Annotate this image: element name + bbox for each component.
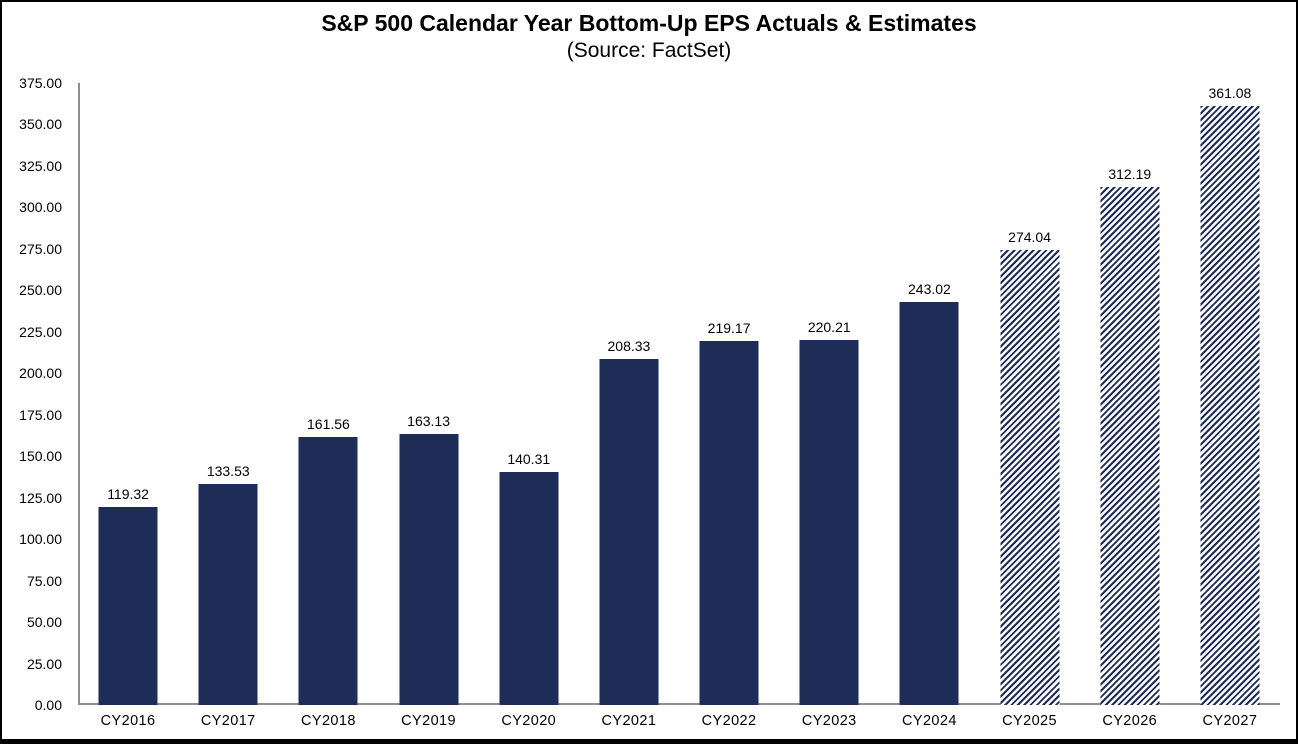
bar-value-label: 119.32 — [107, 486, 149, 503]
actual-bar-CY2021 — [599, 359, 659, 705]
actual-bar-CY2022 — [699, 341, 759, 705]
x-axis-label: CY2017 — [200, 713, 256, 729]
chart-title: S&P 500 Calendar Year Bottom-Up EPS Actu… — [321, 10, 977, 36]
x-axis-label: CY2022 — [701, 713, 757, 729]
y-tick-label: 100.00 — [19, 531, 62, 548]
x-axis-label: CY2026 — [1102, 713, 1158, 729]
y-tick-label: 125.00 — [19, 489, 62, 506]
category-cell-CY2021: 208.33 CY2021 — [579, 83, 679, 729]
estimate-bar-CY2026 — [1100, 187, 1160, 705]
x-axis-label: CY2025 — [1002, 713, 1057, 729]
category-cell-CY2023: 220.21 CY2023 — [779, 83, 879, 729]
bar-value-label: 133.53 — [206, 462, 250, 479]
axis-lines — [78, 83, 1280, 705]
x-axis-label: CY2018 — [301, 713, 356, 729]
bar-value-label: 312.19 — [1108, 166, 1152, 183]
x-axis-label: CY2024 — [902, 713, 957, 729]
actual-bar-CY2019 — [399, 434, 459, 705]
y-tick-label: 250.00 — [19, 282, 62, 299]
actual-bar-CY2016 — [98, 507, 158, 705]
actual-bar-CY2023 — [799, 339, 859, 705]
actual-bar-CY2018 — [298, 437, 358, 705]
bar-value-label: 274.04 — [1008, 229, 1051, 246]
y-tick-label: 375.00 — [19, 75, 62, 91]
category-cell-CY2020: 140.31 CY2020 — [479, 83, 579, 729]
y-tick-label: 75.00 — [26, 572, 62, 589]
bar-value-label: 208.33 — [607, 338, 651, 355]
plot-area: 119.32 CY2016 133.53 CY2017 161.56 CY2018 163.… — [78, 83, 1280, 729]
y-tick-label: 150.00 — [19, 448, 62, 465]
y-tick-label: 300.00 — [19, 199, 62, 216]
estimate-bar-CY2027 — [1200, 106, 1260, 705]
x-axis-label: CY2023 — [801, 713, 857, 729]
category-cell-CY2018: 161.56 CY2018 — [278, 83, 378, 729]
category-cell-CY2016: 119.32 CY2016 — [78, 83, 178, 729]
bar-value-label: 220.21 — [807, 318, 851, 335]
bar-value-label: 161.56 — [306, 416, 350, 433]
x-axis-label: CY2021 — [601, 713, 657, 729]
y-tick-label: 0.00 — [34, 697, 62, 713]
y-tick-label: 175.00 — [19, 406, 62, 423]
category-cell-CY2024: 243.02 CY2024 — [879, 83, 979, 729]
y-tick-label: 25.00 — [26, 655, 62, 672]
x-axis-label: CY2019 — [401, 713, 456, 729]
y-tick-label: 50.00 — [26, 614, 62, 631]
y-tick-label: 200.00 — [19, 365, 62, 382]
category-cell-CY2019: 163.13 CY2019 — [379, 83, 479, 729]
y-tick-label: 350.00 — [19, 116, 62, 133]
estimate-bar-CY2025 — [1000, 250, 1060, 705]
bar-value-label: 140.31 — [507, 451, 551, 468]
x-axis-label: CY2020 — [501, 713, 557, 729]
actual-bar-CY2020 — [499, 472, 559, 705]
bar-value-label: 361.08 — [1208, 85, 1252, 102]
category-cell-CY2025: 274.04 CY2025 — [980, 83, 1080, 729]
category-cell-CY2027: 361.08 CY2027 — [1180, 83, 1280, 729]
actual-bar-CY2024 — [899, 301, 959, 705]
chart-subtitle: (Source: FactSet) — [566, 39, 732, 62]
category-cell-CY2026: 312.19 CY2026 — [1080, 83, 1180, 729]
x-axis-label: CY2027 — [1202, 713, 1258, 729]
y-tick-label: 325.00 — [19, 157, 62, 174]
bar-value-label: 163.13 — [407, 413, 450, 430]
y-tick-label: 275.00 — [19, 240, 62, 257]
bar-value-label: 243.02 — [907, 280, 951, 297]
y-tick-label: 225.00 — [19, 323, 62, 340]
bar-value-label: 219.17 — [707, 320, 751, 337]
actual-bar-CY2017 — [198, 483, 258, 705]
category-cell-CY2017: 133.53 CY2017 — [178, 83, 278, 729]
x-axis-label: CY2016 — [100, 713, 156, 729]
category-cell-CY2022: 219.17 CY2022 — [679, 83, 779, 729]
chart-header: S&P 500 Calendar Year Bottom-Up EPS Actu… — [2, 8, 1296, 64]
